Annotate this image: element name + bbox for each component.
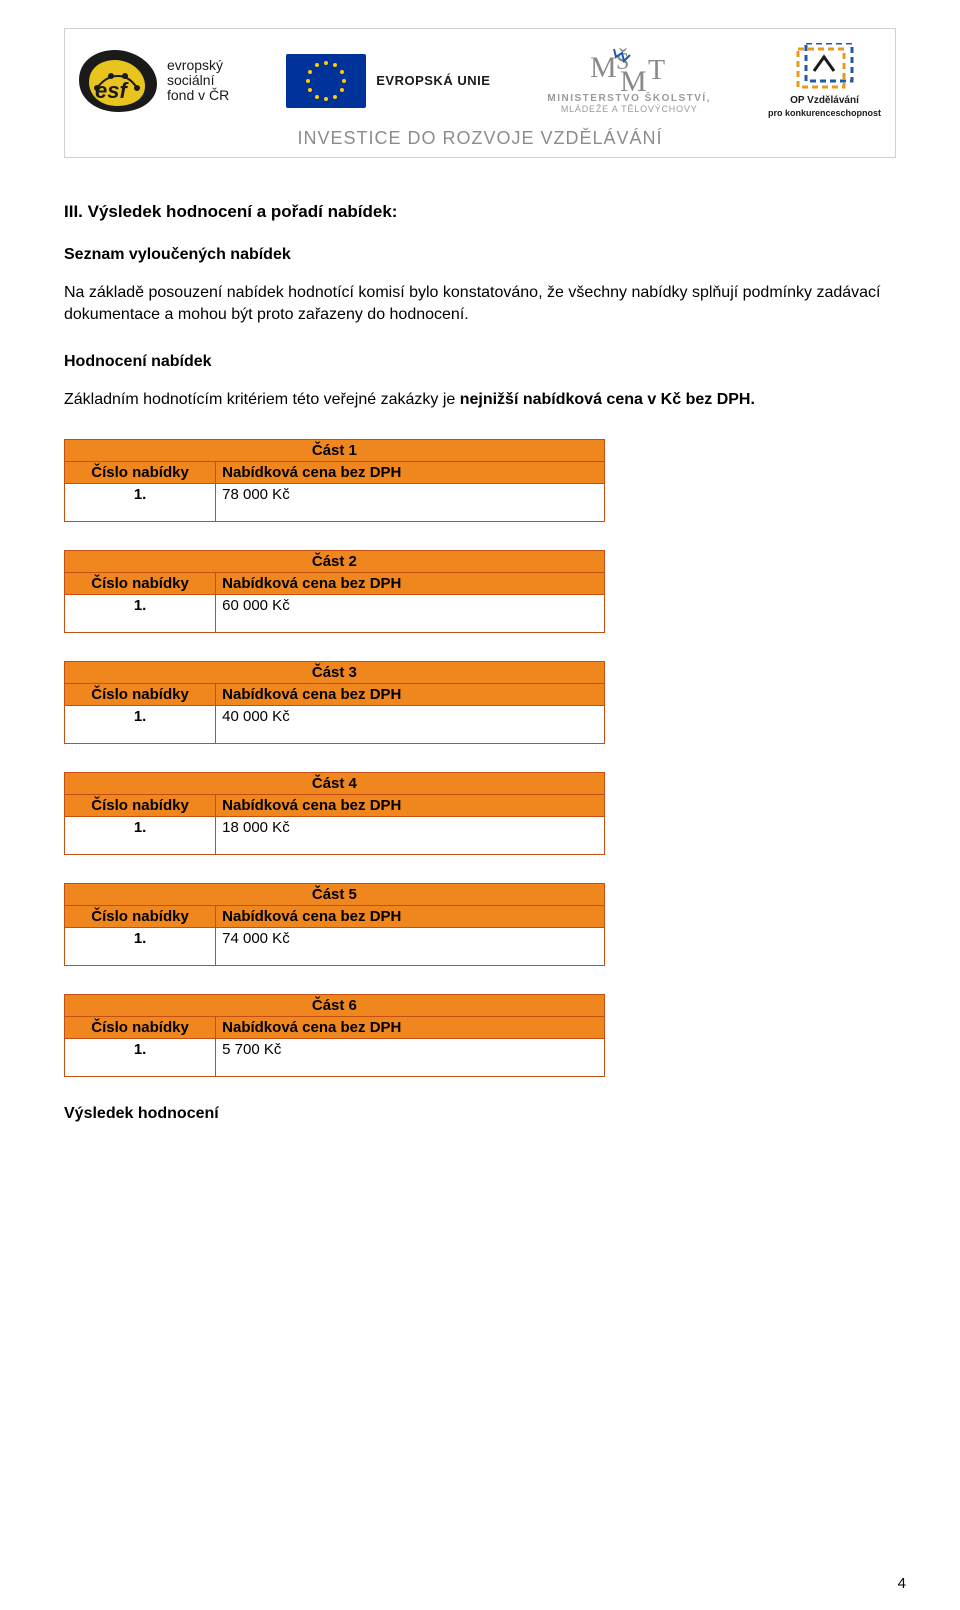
bid-table: Část 3Číslo nabídkyNabídková cena bez DP…: [64, 661, 605, 744]
col-header-price: Nabídková cena bez DPH: [216, 572, 605, 594]
esf-icon: esf: [79, 50, 157, 112]
bid-number: 1.: [65, 594, 216, 632]
excluded-text: Na základě posouzení nabídek hodnotící k…: [64, 282, 896, 325]
bid-price: 60 000 Kč: [216, 594, 605, 632]
bid-price: 40 000 Kč: [216, 705, 605, 743]
col-header-number: Číslo nabídky: [65, 1016, 216, 1038]
bid-table: Část 2Číslo nabídkyNabídková cena bez DP…: [64, 550, 605, 633]
col-header-price: Nabídková cena bez DPH: [216, 683, 605, 705]
table-row: 1.18 000 Kč: [65, 816, 605, 854]
document-body: III. Výsledek hodnocení a pořadí nabídek…: [64, 202, 896, 1123]
table-row: 1.60 000 Kč: [65, 594, 605, 632]
bid-table-part-4: Část 4Číslo nabídkyNabídková cena bez DP…: [64, 772, 896, 855]
section-title: III. Výsledek hodnocení a pořadí nabídek…: [64, 202, 896, 222]
table-row: 1.40 000 Kč: [65, 705, 605, 743]
col-header-price: Nabídková cena bez DPH: [216, 794, 605, 816]
bid-table: Část 4Číslo nabídkyNabídková cena bez DP…: [64, 772, 605, 855]
part-title: Část 5: [65, 883, 605, 905]
bid-number: 1.: [65, 1038, 216, 1076]
bid-price: 5 700 Kč: [216, 1038, 605, 1076]
part-title: Část 1: [65, 439, 605, 461]
bid-price: 74 000 Kč: [216, 927, 605, 965]
bid-number: 1.: [65, 927, 216, 965]
msmt-logo: M Š M T MINISTERSTVO ŠKOLSTVÍ, MLÁDEŽE A…: [547, 47, 711, 115]
page: esf evropský sociální fond v ČR: [0, 0, 960, 1610]
table-row: 1.78 000 Kč: [65, 483, 605, 521]
msmt-line1: MINISTERSTVO ŠKOLSTVÍ,: [547, 94, 711, 105]
bid-number: 1.: [65, 705, 216, 743]
esf-line1: evropský: [167, 58, 229, 73]
bid-table-part-2: Část 2Číslo nabídkyNabídková cena bez DP…: [64, 550, 896, 633]
opvk-line1: OP Vzdělávání: [790, 95, 859, 106]
part-title: Část 2: [65, 550, 605, 572]
col-header-number: Číslo nabídky: [65, 905, 216, 927]
table-row: 1.5 700 Kč: [65, 1038, 605, 1076]
col-header-price: Nabídková cena bez DPH: [216, 461, 605, 483]
excluded-heading: Seznam vyloučených nabídek: [64, 246, 896, 264]
bid-price: 18 000 Kč: [216, 816, 605, 854]
opvk-line2: pro konkurenceschopnost: [768, 108, 881, 118]
svg-text:esf: esf: [95, 78, 129, 103]
bid-table: Část 5Číslo nabídkyNabídková cena bez DP…: [64, 883, 605, 966]
col-header-price: Nabídková cena bez DPH: [216, 1016, 605, 1038]
banner-subtitle: INVESTICE DO ROZVOJE VZDĚLÁVÁNÍ: [297, 128, 662, 149]
opvk-logo: OP Vzdělávání pro konkurenceschopnost: [768, 43, 881, 118]
esf-line3: fond v ČR: [167, 88, 229, 103]
esf-logo: esf evropský sociální fond v ČR: [79, 50, 229, 112]
msmt-line2: MLÁDEŽE A TĚLOVÝCHOVY: [561, 105, 698, 114]
esf-line2: sociální: [167, 73, 229, 88]
bid-tables-container: Část 1Číslo nabídkyNabídková cena bez DP…: [64, 439, 896, 1077]
col-header-number: Číslo nabídky: [65, 794, 216, 816]
part-title: Část 3: [65, 661, 605, 683]
bid-table-part-5: Část 5Číslo nabídkyNabídková cena bez DP…: [64, 883, 896, 966]
logo-row: esf evropský sociální fond v ČR: [75, 43, 885, 118]
eu-label: EVROPSKÁ UNIE: [376, 73, 490, 88]
eval-text-bold: nejnižší nabídková cena v Kč bez DPH.: [460, 391, 755, 408]
bid-number: 1.: [65, 816, 216, 854]
bid-table: Část 6Číslo nabídkyNabídková cena bez DP…: [64, 994, 605, 1077]
col-header-price: Nabídková cena bez DPH: [216, 905, 605, 927]
bid-table: Část 1Číslo nabídkyNabídková cena bez DP…: [64, 439, 605, 522]
eu-flag-icon: [286, 54, 366, 108]
msmt-icon: M Š M T: [584, 47, 674, 93]
eval-heading: Hodnocení nabídek: [64, 353, 896, 371]
bid-number: 1.: [65, 483, 216, 521]
table-row: 1.74 000 Kč: [65, 927, 605, 965]
part-title: Část 4: [65, 772, 605, 794]
opvk-icon: [792, 43, 856, 93]
bid-price: 78 000 Kč: [216, 483, 605, 521]
bid-table-part-6: Část 6Číslo nabídkyNabídková cena bez DP…: [64, 994, 896, 1077]
col-header-number: Číslo nabídky: [65, 572, 216, 594]
svg-text:T: T: [648, 55, 665, 86]
page-number: 4: [898, 1575, 906, 1592]
svg-text:M: M: [620, 65, 647, 93]
eval-criterion-text: Základním hodnotícím kritériem této veře…: [64, 389, 896, 411]
eu-funding-banner: esf evropský sociální fond v ČR: [64, 28, 896, 158]
eu-logo: EVROPSKÁ UNIE: [286, 54, 490, 108]
bid-table-part-1: Část 1Číslo nabídkyNabídková cena bez DP…: [64, 439, 896, 522]
col-header-number: Číslo nabídky: [65, 461, 216, 483]
bid-table-part-3: Část 3Číslo nabídkyNabídková cena bez DP…: [64, 661, 896, 744]
part-title: Část 6: [65, 994, 605, 1016]
col-header-number: Číslo nabídky: [65, 683, 216, 705]
eval-text-prefix: Základním hodnotícím kritériem této veře…: [64, 391, 460, 408]
esf-text: evropský sociální fond v ČR: [167, 58, 229, 102]
svg-text:M: M: [590, 51, 617, 84]
result-heading: Výsledek hodnocení: [64, 1105, 896, 1123]
